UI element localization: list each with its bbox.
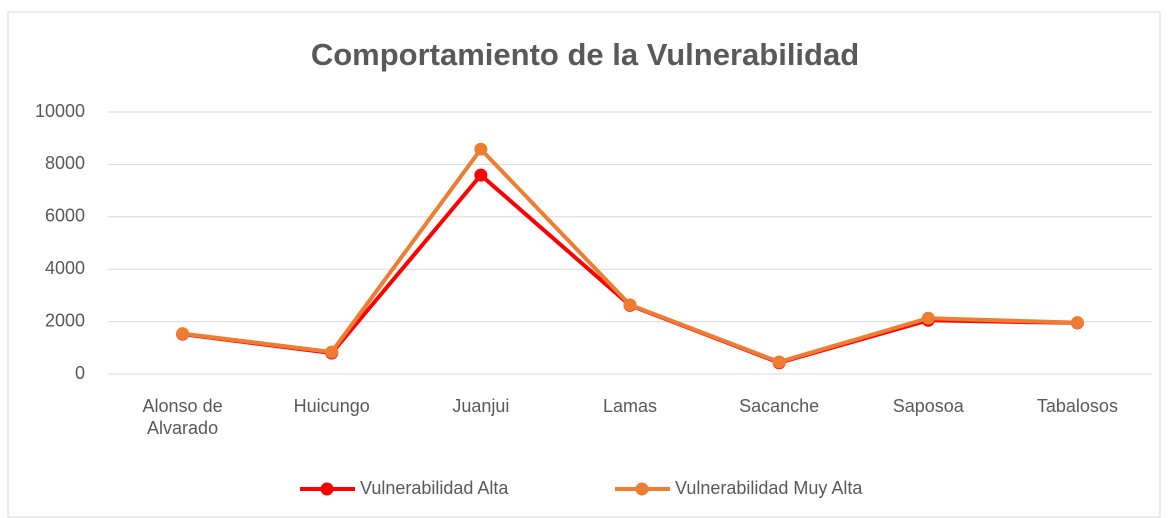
x-tick-label: Alonso de Alvarado	[142, 396, 223, 438]
legend-marker	[320, 482, 334, 496]
y-tick-label: 8000	[45, 153, 85, 173]
legend-marker	[635, 482, 649, 496]
y-tick-label: 4000	[45, 258, 85, 278]
data-point	[772, 355, 786, 369]
y-tick-label: 10000	[35, 101, 85, 121]
data-point	[474, 142, 488, 156]
legend-label: Vulnerabilidad Muy Alta	[675, 478, 863, 498]
data-point	[176, 327, 190, 341]
y-tick-label: 6000	[45, 206, 85, 226]
x-tick-label: Lamas	[602, 396, 658, 416]
x-tick-label: Sacanche	[739, 396, 820, 416]
x-tick-label: Saposoa	[892, 396, 964, 416]
x-tick-label: Tabalosos	[1036, 396, 1118, 416]
legend-label: Vulnerabilidad Alta	[360, 478, 509, 498]
data-point	[474, 168, 488, 182]
x-tick-label: Juanjui	[452, 396, 510, 416]
y-tick-label: 0	[75, 363, 85, 383]
y-tick-label: 2000	[45, 310, 85, 330]
data-point	[1070, 316, 1084, 330]
chart-title: Comportamiento de la Vulnerabilidad	[311, 37, 859, 72]
data-point	[325, 345, 339, 359]
data-point	[623, 298, 637, 312]
data-point	[921, 311, 935, 325]
x-tick-label: Huicungo	[293, 396, 370, 416]
